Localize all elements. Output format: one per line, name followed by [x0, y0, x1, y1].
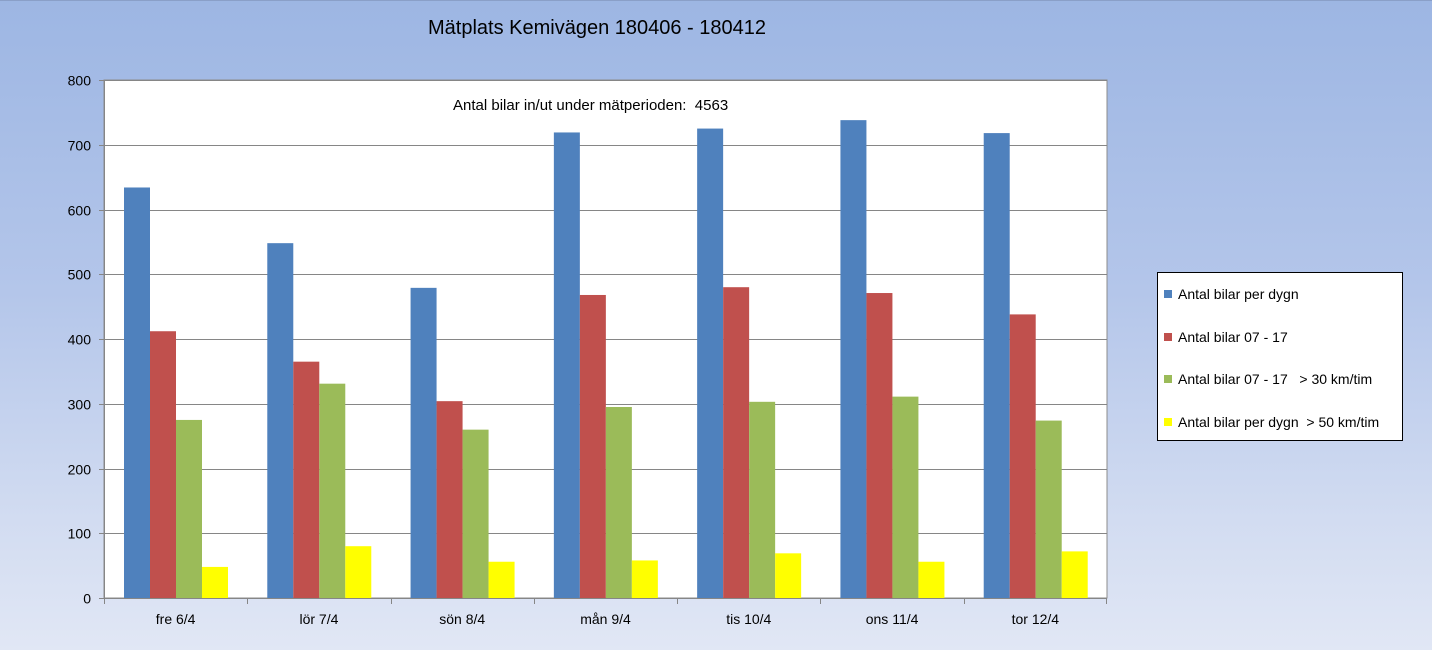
legend-label: Antal bilar per dygn > 50 km/tim: [1178, 413, 1380, 430]
x-tick-label: mån 9/4: [580, 611, 631, 627]
bar: [1035, 420, 1062, 598]
bar: [840, 120, 867, 599]
bar: [319, 383, 346, 598]
window-top-border: [0, 0, 1432, 1]
bar: [150, 331, 176, 598]
y-tick-label: 400: [68, 332, 92, 348]
bar: [410, 287, 437, 598]
bar: [749, 401, 776, 598]
chart-title: Mätplats Kemivägen 180406 - 180412: [428, 17, 767, 39]
x-tick-label: ons 11/4: [866, 611, 919, 627]
y-tick-label: 700: [68, 138, 92, 154]
legend-swatch: [1164, 375, 1172, 383]
y-tick-label: 0: [83, 591, 91, 607]
bar: [697, 128, 724, 598]
bar: [1061, 551, 1088, 598]
bar: [293, 361, 320, 598]
x-tick-label: tis 10/4: [726, 611, 771, 627]
bar: [579, 294, 606, 598]
legend-item: Antal bilar per dygn > 50 km/tim: [1164, 412, 1379, 432]
bar: [983, 133, 1010, 598]
chart-legend: Antal bilar per dygn Antal bilar 07 - 17 A…: [1157, 272, 1403, 441]
bar: [892, 396, 919, 598]
legend-swatch: [1164, 290, 1172, 298]
x-tick-label: tor 12/4: [1012, 611, 1060, 627]
y-tick-label: 300: [68, 397, 92, 413]
bar: [488, 561, 515, 598]
bar: [866, 293, 893, 598]
legend-item: Antal bilar 07 - 17 > 30 km/tim: [1164, 369, 1372, 389]
legend-label: Antal bilar 07 - 17 > 30 km/tim: [1178, 371, 1373, 387]
bar: [436, 401, 463, 598]
x-tick-label: fre 6/4: [156, 611, 196, 627]
bar: [267, 243, 294, 599]
y-tick-label: 800: [68, 73, 92, 89]
legend-swatch: [1164, 417, 1172, 426]
bar: [202, 566, 228, 598]
y-tick-label: 500: [68, 267, 92, 283]
legend-item: Antal bilar per dygn: [1164, 284, 1299, 304]
bar: [124, 187, 150, 599]
bar: [345, 546, 372, 598]
y-tick-label: 200: [68, 462, 92, 478]
bar: [631, 560, 658, 598]
bar: [723, 287, 750, 598]
bar: [462, 429, 489, 598]
y-tick-label: 100: [68, 526, 92, 542]
bar: [1009, 314, 1036, 598]
legend-item: Antal bilar 07 - 17: [1164, 327, 1288, 347]
legend-label: Antal bilar per dygn: [1178, 286, 1299, 302]
bar: [918, 561, 945, 598]
legend-label: Antal bilar 07 - 17: [1178, 328, 1288, 345]
bar: [553, 132, 580, 598]
bar: [775, 553, 802, 598]
bar: [605, 406, 632, 598]
x-tick-label: sön 8/4: [439, 611, 485, 627]
total-cars-annotation: Antal bilar in/ut under mätperioden: 456…: [453, 97, 729, 114]
bar: [176, 419, 202, 598]
x-tick-label: lör 7/4: [299, 611, 338, 627]
y-tick-label: 600: [68, 203, 92, 219]
legend-swatch: [1164, 332, 1172, 341]
